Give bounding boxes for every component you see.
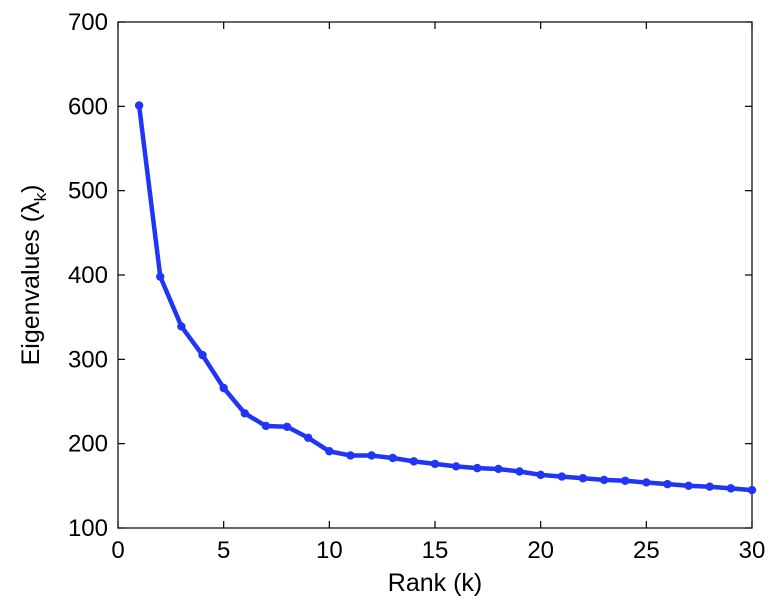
data-point xyxy=(240,409,249,418)
data-point xyxy=(684,481,693,491)
x-axis-label: Rank (k) xyxy=(388,569,482,597)
data-point xyxy=(430,459,440,469)
data-point xyxy=(621,476,630,485)
data-point xyxy=(367,451,376,460)
data-point xyxy=(409,457,419,466)
y-tick-label: 500 xyxy=(68,178,108,205)
data-point xyxy=(198,350,207,360)
data-point xyxy=(156,272,165,281)
data-point xyxy=(747,485,757,495)
data-point xyxy=(219,383,228,393)
y-axis-label-close: ) xyxy=(17,185,45,193)
y-axis-label-main: Eigenvalues ( xyxy=(17,213,45,365)
x-tick-label: 10 xyxy=(316,537,343,564)
y-tick-label: 400 xyxy=(68,262,108,289)
y-tick-label: 600 xyxy=(68,93,108,120)
data-point xyxy=(726,484,736,493)
plot-frame xyxy=(117,21,753,529)
y-axis-label-subscript: k xyxy=(31,192,50,201)
data-point xyxy=(261,421,271,431)
axes xyxy=(117,21,753,529)
x-tick-label: 15 xyxy=(422,537,449,564)
data-point xyxy=(494,464,503,474)
tick-marks xyxy=(117,21,753,529)
data-point xyxy=(642,478,651,487)
data-point xyxy=(473,463,482,473)
data-point xyxy=(282,422,292,431)
x-tick-label: 30 xyxy=(739,537,766,564)
data-point xyxy=(325,447,334,456)
y-axis-label: Eigenvalues (λk) xyxy=(17,185,50,366)
y-tick-label: 200 xyxy=(68,431,108,458)
data-point xyxy=(346,451,355,460)
y-tick-label: 300 xyxy=(68,346,108,373)
series-line xyxy=(136,103,755,493)
y-axis-label-symbol: λ xyxy=(17,201,45,214)
data-point xyxy=(134,101,144,110)
data-point xyxy=(578,474,588,483)
tick-labels: 0 5 10 15 20 25 30 100 200 300 400 500 600 700 xyxy=(68,9,765,564)
data-point xyxy=(451,462,461,471)
data-point xyxy=(536,470,545,480)
x-tick-label: 20 xyxy=(527,537,554,564)
data-point xyxy=(304,433,313,442)
y-tick-label: 700 xyxy=(68,9,108,36)
data-point xyxy=(599,475,609,485)
data-point xyxy=(557,472,566,481)
x-tick-label: 25 xyxy=(633,537,660,564)
data-point xyxy=(705,482,714,491)
data-point xyxy=(515,467,524,476)
series xyxy=(134,101,757,495)
data-point xyxy=(177,322,186,331)
x-tick-label: 0 xyxy=(111,537,124,564)
x-tick-label: 5 xyxy=(217,537,230,564)
y-tick-label: 100 xyxy=(68,515,108,542)
data-point xyxy=(663,479,672,489)
data-point xyxy=(388,453,397,463)
